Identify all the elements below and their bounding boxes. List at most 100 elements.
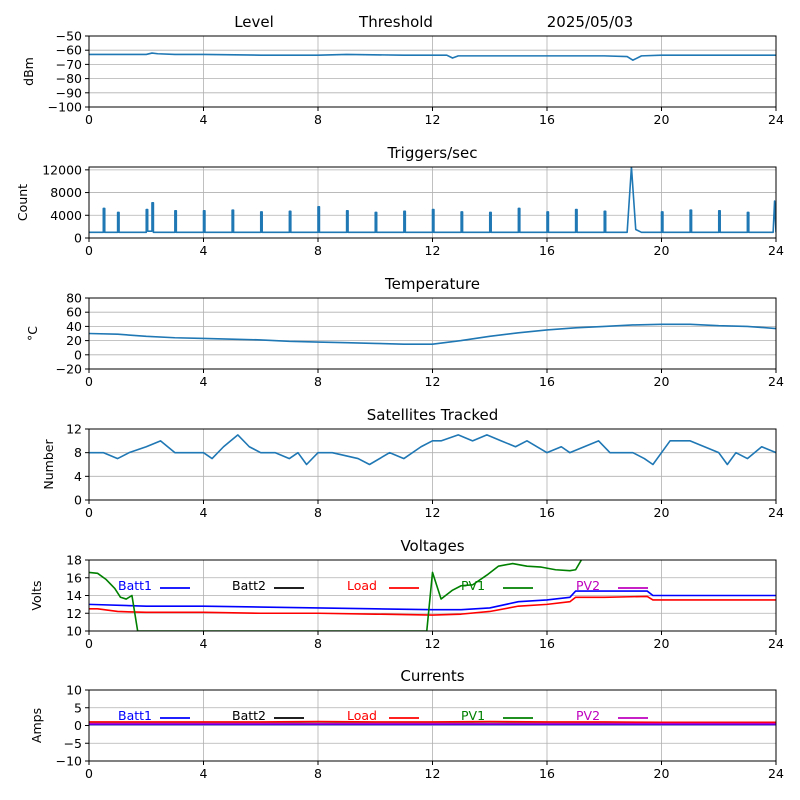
y-tick-label: 10	[66, 624, 82, 639]
x-tick-label: 12	[425, 636, 441, 651]
y-tick-label: 0	[74, 493, 82, 508]
y-tick-label: 5	[74, 700, 82, 715]
y-axis-label: dBm	[21, 57, 36, 86]
y-tick-label: 8000	[50, 185, 82, 200]
y-tick-label: 12	[66, 422, 82, 437]
y-tick-label: −80	[56, 71, 82, 86]
x-tick-label: 16	[539, 243, 555, 258]
series-0-line	[89, 323, 776, 345]
y-tick-label: 4000	[50, 208, 82, 223]
x-tick-label: 24	[768, 374, 784, 389]
y-tick-label: −10	[56, 754, 82, 769]
x-tick-label: 16	[539, 766, 555, 781]
x-tick-label: 20	[654, 374, 670, 389]
legend-label-pv2: PV2	[576, 708, 600, 723]
y-tick-label: −50	[56, 29, 82, 44]
series-0-line	[89, 167, 776, 234]
y-tick-label: 20	[66, 333, 82, 348]
x-tick-label: 12	[425, 505, 441, 520]
x-tick-label: 0	[85, 766, 93, 781]
y-tick-label: 16	[66, 570, 82, 585]
y-axis-label: Count	[15, 184, 30, 221]
panel-title: Currents	[400, 667, 464, 685]
panel-4: 0 4 8 12 16 20 24 10 12 14 16 18 Voltages Volts Batt1 B…	[29, 537, 784, 651]
y-tick-label: 18	[66, 553, 82, 568]
x-tick-label: 20	[654, 112, 670, 127]
x-tick-label: 4	[200, 374, 208, 389]
x-tick-label: 12	[425, 766, 441, 781]
panel-title: Voltages	[400, 537, 464, 555]
x-tick-label: 24	[768, 766, 784, 781]
header-date: 2025/05/03	[547, 13, 633, 31]
y-tick-label: 60	[66, 305, 82, 320]
x-tick-label: 4	[200, 766, 208, 781]
x-tick-label: 20	[654, 636, 670, 651]
x-tick-label: 4	[200, 112, 208, 127]
x-tick-label: 12	[425, 243, 441, 258]
x-tick-label: 8	[314, 243, 322, 258]
legend-label-batt2: Batt2	[232, 578, 266, 593]
x-tick-label: 8	[314, 636, 322, 651]
x-tick-label: 24	[768, 505, 784, 520]
x-tick-label: 16	[539, 374, 555, 389]
y-tick-label: 8	[74, 445, 82, 460]
x-tick-label: 20	[654, 243, 670, 258]
x-tick-label: 4	[200, 243, 208, 258]
x-tick-label: 12	[425, 374, 441, 389]
series-batt1-line	[89, 590, 776, 611]
x-tick-label: 4	[200, 505, 208, 520]
x-tick-label: 24	[768, 112, 784, 127]
y-tick-label: −90	[56, 85, 82, 100]
x-tick-label: 16	[539, 505, 555, 520]
y-axis-label: Amps	[29, 708, 44, 743]
panel-title: Satellites Tracked	[367, 406, 498, 424]
y-tick-label: −60	[56, 43, 82, 58]
legend-label-load: Load	[347, 708, 377, 723]
header-threshold: Threshold	[358, 13, 433, 31]
y-tick-label: −70	[56, 57, 82, 72]
x-tick-label: 12	[425, 112, 441, 127]
y-tick-label: −20	[56, 362, 82, 377]
legend-label-pv1: PV1	[461, 708, 485, 723]
x-tick-label: 0	[85, 505, 93, 520]
x-tick-label: 8	[314, 374, 322, 389]
series-load-line	[89, 720, 776, 724]
panel-1: 0 4 8 12 16 20 24 0 4000 8000 12000 Triggers/sec Cou…	[15, 144, 784, 258]
y-tick-label: −5	[64, 736, 82, 751]
y-axis-label: Number	[41, 439, 56, 490]
legend-label-pv2: PV2	[576, 578, 600, 593]
y-axis-label: Volts	[29, 580, 44, 610]
x-tick-label: 0	[85, 636, 93, 651]
y-tick-label: 80	[66, 291, 82, 306]
y-tick-label: 40	[66, 319, 82, 334]
y-tick-label: 0	[74, 718, 82, 733]
legend-label-batt1: Batt1	[118, 708, 152, 723]
x-tick-label: 20	[654, 505, 670, 520]
legend-label-batt1: Batt1	[118, 578, 152, 593]
x-tick-label: 8	[314, 505, 322, 520]
panel-0: 0 4 8 12 16 20 24 −50−60−70−80−90−100 dBm	[21, 29, 784, 128]
panel-title: Temperature	[384, 275, 480, 293]
y-axis-label: °C	[25, 326, 40, 341]
x-tick-label: 20	[654, 766, 670, 781]
x-tick-label: 24	[768, 636, 784, 651]
x-tick-label: 0	[85, 112, 93, 127]
x-tick-label: 4	[200, 636, 208, 651]
x-tick-label: 0	[85, 374, 93, 389]
y-tick-label: 4	[74, 469, 82, 484]
y-tick-label: 0	[74, 231, 82, 246]
series-load-line	[89, 595, 776, 616]
panel-3: 0 4 8 12 16 20 24 0 4 8 12 Satellites Tracked Number	[41, 406, 784, 520]
y-tick-label: 0	[74, 347, 82, 362]
header-level: Level	[234, 13, 274, 31]
y-tick-label: 10	[66, 683, 82, 698]
x-tick-label: 24	[768, 243, 784, 258]
legend-label-pv1: PV1	[461, 578, 485, 593]
x-tick-label: 16	[539, 112, 555, 127]
series-0-line	[89, 52, 776, 61]
y-tick-label: 14	[66, 588, 82, 603]
x-tick-label: 16	[539, 636, 555, 651]
